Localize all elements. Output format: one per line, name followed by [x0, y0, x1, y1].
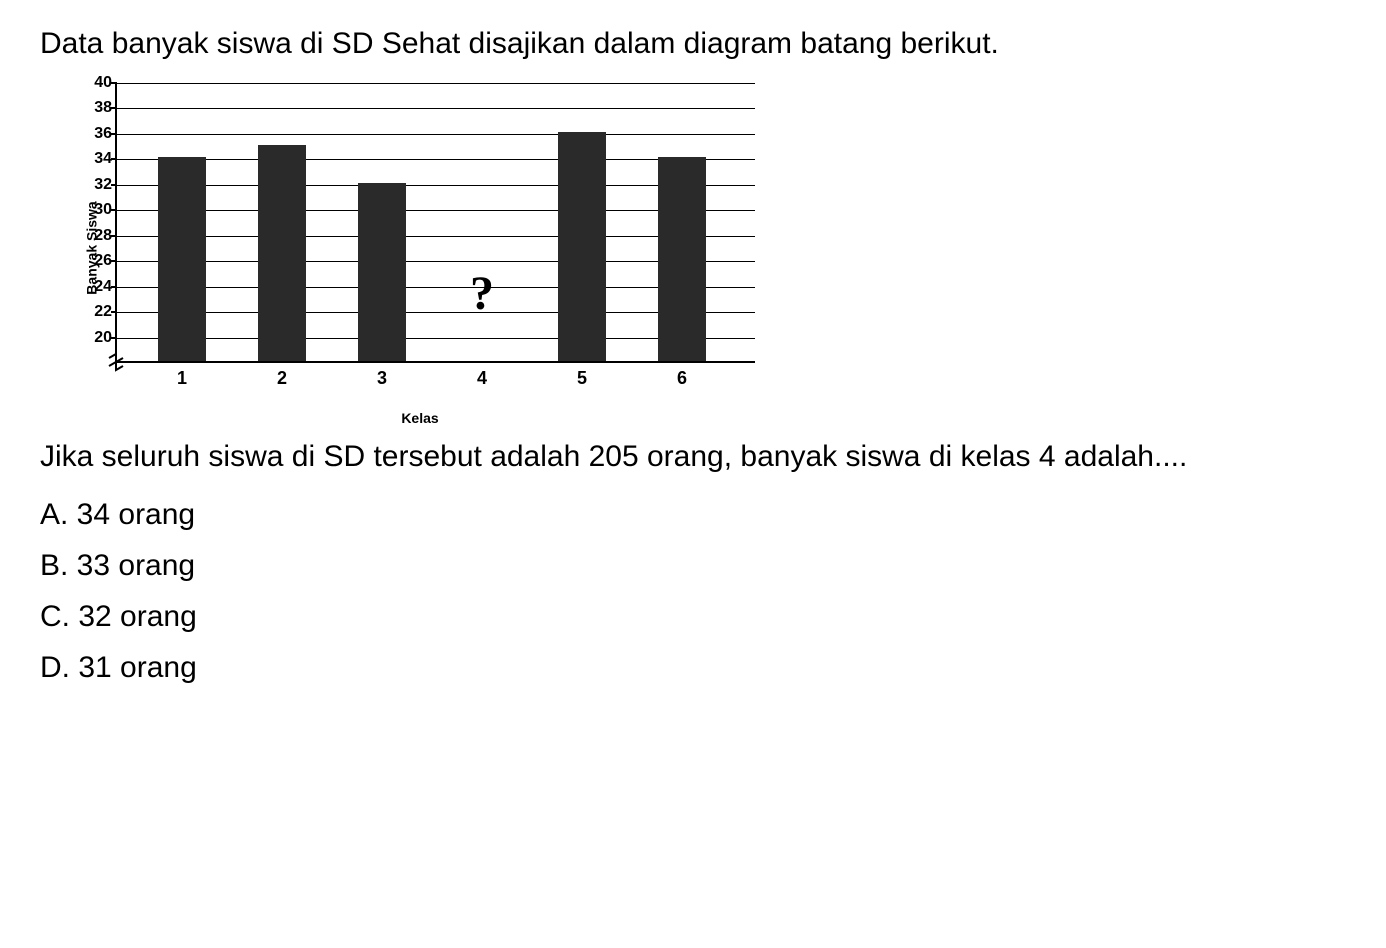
ytick-label: 32 [77, 176, 112, 194]
xtick-label: 6 [677, 368, 687, 389]
ytick-label: 40 [77, 74, 112, 92]
axis-break-icon [108, 352, 126, 378]
ytick-label: 22 [77, 303, 112, 321]
option-b: B. 33 orang [40, 540, 1346, 591]
xtick-label: 5 [577, 368, 587, 389]
ytick-label: 36 [77, 125, 112, 143]
option-a: A. 34 orang [40, 489, 1346, 540]
bar [258, 145, 306, 361]
gridline [117, 134, 755, 135]
bar [658, 157, 706, 361]
xtick-label: 4 [477, 368, 487, 389]
question-intro: Data banyak siswa di SD Sehat disajikan … [40, 20, 1346, 68]
bar [158, 157, 206, 361]
ytick-label: 30 [77, 201, 112, 219]
ytick-label: 38 [77, 99, 112, 117]
bar [358, 183, 406, 361]
ytick-label: 20 [77, 329, 112, 347]
bar [558, 132, 606, 361]
option-d: D. 31 orang [40, 642, 1346, 693]
xtick-label: 2 [277, 368, 287, 389]
gridline [117, 83, 755, 84]
option-c: C. 32 orang [40, 591, 1346, 642]
ytick-label: 24 [77, 278, 112, 296]
x-axis-label: Kelas [401, 410, 438, 426]
plot-area: 2022242628303234363840123?456 [115, 83, 755, 363]
xtick-label: 1 [177, 368, 187, 389]
question-followup: Jika seluruh siswa di SD tersebut adalah… [40, 433, 1346, 481]
ytick-label: 26 [77, 252, 112, 270]
gridline [117, 108, 755, 109]
bar-chart: Banyak Siswa 2022242628303234363840123?4… [60, 78, 780, 418]
xtick-label: 3 [377, 368, 387, 389]
unknown-value-icon: ? [470, 266, 494, 321]
ytick-label: 34 [77, 150, 112, 168]
ytick-label: 28 [77, 227, 112, 245]
